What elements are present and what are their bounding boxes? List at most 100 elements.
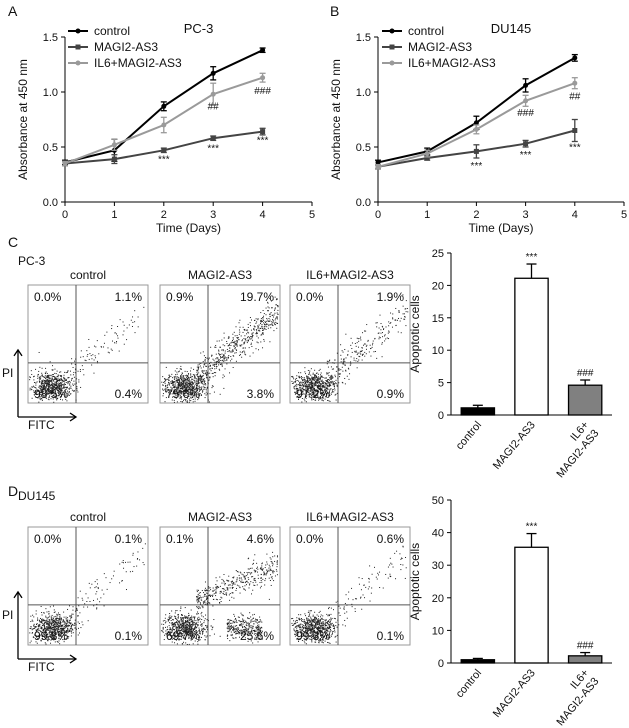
flow-event: [307, 384, 309, 386]
flow-event: [407, 311, 409, 313]
flow-event: [263, 328, 265, 330]
flow-event: [175, 395, 177, 397]
flow-event: [240, 612, 242, 614]
flow-event: [266, 320, 268, 322]
flow-event: [35, 626, 37, 628]
flow-event: [192, 393, 194, 395]
flow-event: [194, 628, 196, 630]
flow-event: [272, 572, 274, 574]
flow-event: [53, 630, 55, 632]
flow-event: [177, 638, 179, 640]
flow-event: [175, 380, 177, 382]
flow-event: [252, 632, 254, 634]
flow-event: [254, 579, 256, 581]
flow-event: [361, 350, 363, 352]
flow-event: [199, 624, 201, 626]
flow-event: [197, 368, 199, 370]
flow-event: [311, 387, 313, 389]
flow-event: [328, 375, 330, 377]
flow-event: [334, 359, 336, 361]
flow-event: [181, 626, 183, 628]
flow-event: [257, 629, 259, 631]
flow-event: [182, 383, 184, 385]
flow-event: [70, 387, 72, 389]
flow-event: [171, 630, 173, 632]
flow-event: [66, 621, 68, 623]
flow-event: [272, 563, 274, 565]
flow-event: [215, 363, 217, 365]
flow-event: [42, 628, 44, 630]
flow-event: [371, 346, 373, 348]
flow-event: [331, 374, 333, 376]
flow-event: [45, 384, 47, 386]
flow-event: [359, 338, 361, 340]
flow-event: [318, 397, 320, 399]
flow-event: [300, 381, 302, 383]
flow-event: [263, 340, 265, 342]
flow-event: [201, 378, 203, 380]
flow-event: [211, 629, 213, 631]
flow-event: [199, 375, 201, 377]
flow-event: [205, 394, 207, 396]
flow-event: [46, 621, 48, 623]
flow-event: [213, 589, 215, 591]
flow-event: [54, 386, 56, 388]
flow-event: [52, 632, 54, 634]
flow-event: [335, 370, 337, 372]
flow-event: [50, 618, 52, 620]
flow-event: [301, 378, 303, 380]
flow-event: [50, 391, 52, 393]
flow-event: [178, 371, 180, 373]
flow-event: [259, 619, 261, 621]
flow-event: [50, 383, 52, 385]
flow-event: [58, 626, 60, 628]
flow-event: [45, 637, 47, 639]
flow-event: [35, 636, 37, 638]
flow-event: [204, 358, 206, 360]
flow-event: [308, 372, 310, 374]
flow-event: [221, 597, 223, 599]
flow-event: [325, 380, 327, 382]
flow-event: [221, 360, 223, 362]
flow-event: [42, 380, 44, 382]
flow-event: [201, 386, 203, 388]
flow-event: [187, 392, 189, 394]
flow-event: [186, 401, 188, 403]
flow-event: [232, 629, 234, 631]
flow-event: [231, 619, 233, 621]
flow-event: [194, 622, 196, 624]
flow-event: [232, 342, 234, 344]
flow-event: [44, 388, 46, 390]
flow-event: [299, 395, 301, 397]
flow-event: [338, 368, 340, 370]
flow-event: [257, 325, 259, 327]
flow-event: [50, 622, 52, 624]
flow-event: [55, 615, 57, 617]
flow-event: [365, 330, 367, 332]
flow-event: [239, 586, 241, 588]
flow-event: [247, 337, 249, 339]
flow-event: [400, 317, 402, 319]
flow-event: [59, 391, 61, 393]
flow-event: [40, 391, 42, 393]
flow-event: [71, 628, 73, 630]
flow-event: [308, 391, 310, 393]
flow-event: [46, 376, 48, 378]
flow-event: [314, 383, 316, 385]
flow-event: [59, 393, 61, 395]
flow-event: [305, 373, 307, 375]
flow-event: [249, 355, 251, 357]
flow-event: [241, 621, 243, 623]
flow-event: [37, 625, 39, 627]
flow-event: [57, 619, 59, 621]
flow-event: [343, 362, 345, 364]
flow-event: [380, 323, 382, 325]
flow-event: [41, 628, 43, 630]
flow-event: [199, 379, 201, 381]
flow-event: [189, 383, 191, 385]
flow-event: [256, 332, 258, 334]
flow-event: [256, 341, 258, 343]
flow-event: [55, 385, 57, 387]
flow-event: [174, 642, 176, 644]
flow-event: [315, 379, 317, 381]
